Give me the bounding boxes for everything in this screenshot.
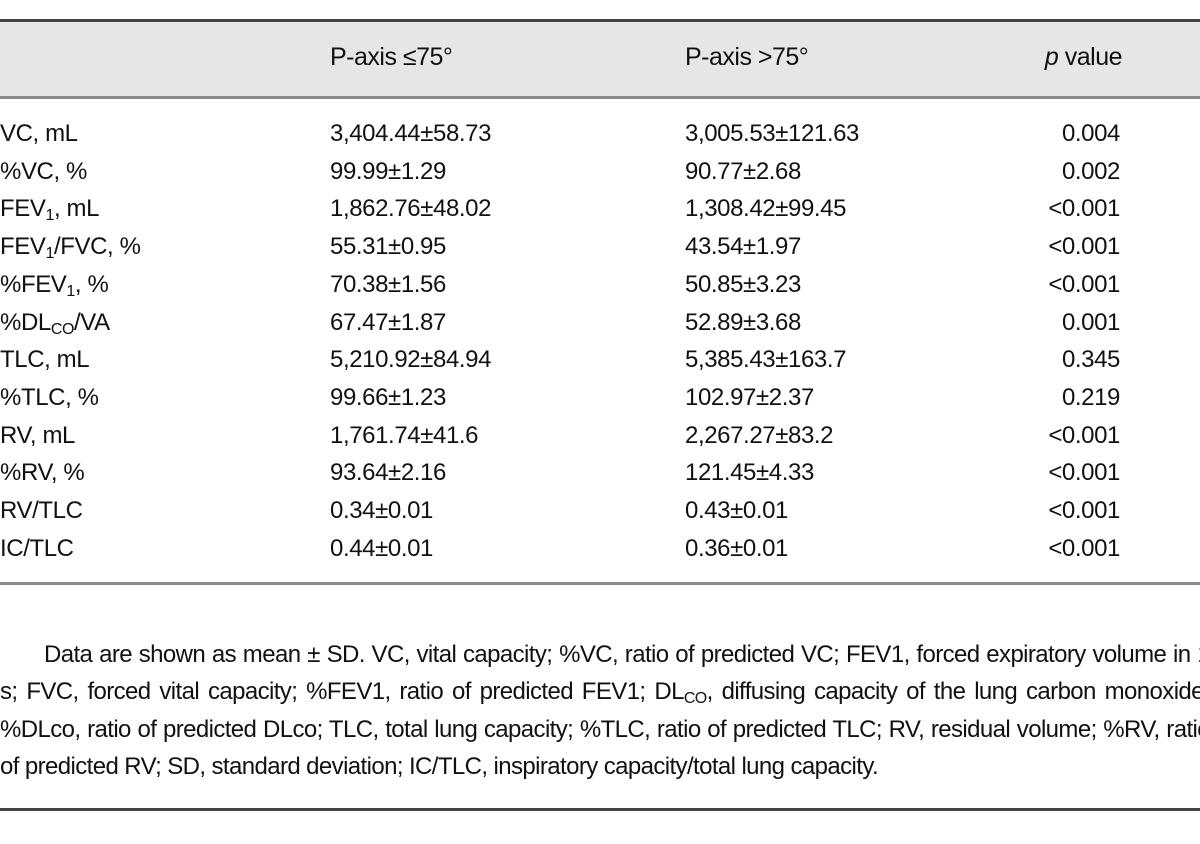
value-p-axis-gt75: 5,385.43±163.7 (685, 346, 847, 374)
p-value: 0.219 (1061, 383, 1120, 411)
row-label: FEV1/FVC, % (0, 233, 141, 263)
value-p-axis-gt75: 50.85±3.23 (685, 270, 801, 298)
row-label: FEV1, mL (0, 195, 100, 225)
p-value: <0.001 (1048, 534, 1120, 562)
row-label: TLC, mL (0, 346, 90, 374)
p-value: <0.001 (1048, 233, 1120, 261)
value-p-axis-gt75: 52.89±3.68 (685, 308, 801, 336)
row-label: %DLCO/VA (0, 308, 110, 338)
p-value: 0.001 (1061, 308, 1120, 336)
row-label: VC, mL (0, 120, 78, 148)
table-row: IC/TLC 0.44±0.01 0.36±0.01 <0.001 (0, 535, 1200, 572)
p-value: <0.001 (1048, 459, 1120, 487)
row-label: %FEV1, % (0, 270, 109, 300)
p-value: <0.001 (1048, 195, 1120, 223)
table-row: FEV1/FVC, % 55.31±0.95 43.54±1.97 <0.001 (0, 233, 1200, 270)
value-p-axis-le75: 93.64±2.16 (330, 459, 446, 487)
table-row: TLC, mL 5,210.92±84.94 5,385.43±163.7 0.345 (0, 346, 1200, 383)
value-p-axis-gt75: 2,267.27±83.2 (685, 421, 834, 449)
p-value: 0.002 (1061, 157, 1120, 185)
label-suffix: /FVC, % (53, 233, 141, 261)
label-subscript: 1 (45, 245, 54, 263)
row-label: %VC, % (0, 158, 87, 186)
table-row: RV/TLC 0.34±0.01 0.43±0.01 <0.001 (0, 497, 1200, 534)
label-main: FEV (0, 233, 46, 261)
value-p-axis-le75: 67.47±1.87 (330, 308, 446, 336)
value-p-axis-le75: 0.34±0.01 (330, 497, 433, 524)
p-value: <0.001 (1048, 497, 1120, 524)
value-p-axis-gt75: 0.43±0.01 (685, 497, 788, 524)
footnote-part1: Data are shown as mean ± SD. VC, vital c… (0, 641, 1200, 706)
value-p-axis-le75: 99.99±1.29 (330, 157, 446, 185)
label-suffix: , mL (53, 195, 100, 223)
table-row: %VC, % 99.99±1.29 90.77±2.68 0.002 (0, 158, 1200, 195)
label-suffix: , % (74, 270, 109, 298)
value-p-axis-le75: 1,761.74±41.6 (330, 421, 479, 449)
p-value: 0.004 (1061, 120, 1120, 147)
row-label: %TLC, % (0, 384, 99, 412)
label-subscript: 1 (45, 207, 54, 225)
label-main: %FEV (0, 270, 67, 298)
value-p-axis-gt75: 43.54±1.97 (685, 233, 801, 261)
row-label: IC/TLC (0, 535, 74, 563)
table-row: VC, mL 3,404.44±58.73 3,005.53±121.63 0.004 (0, 120, 1200, 157)
value-p-axis-le75: 1,862.76±48.02 (330, 195, 492, 223)
p-value: 0.345 (1061, 346, 1120, 374)
table-body-rule (0, 582, 1200, 585)
value-p-axis-le75: 5,210.92±84.94 (330, 346, 492, 374)
p-value: <0.001 (1048, 270, 1120, 298)
table-header (0, 22, 1200, 96)
label-main: %TLC, % (0, 383, 99, 411)
table-row: FEV1, mL 1,862.76±48.02 1,308.42±99.45 <0.0… (0, 195, 1200, 232)
table-top-rule (0, 19, 1200, 22)
header-p-value: p value (1044, 43, 1123, 72)
table-footnote: Data are shown as mean ± SD. VC, vital c… (0, 636, 1200, 785)
value-p-axis-le75: 70.38±1.56 (330, 270, 446, 298)
p-italic: p (1044, 43, 1059, 71)
label-main: FEV (0, 195, 46, 223)
p-value: <0.001 (1048, 421, 1120, 449)
header-p-axis-le75: P-axis ≤75° (330, 43, 453, 71)
value-p-axis-gt75: 102.97±2.37 (685, 383, 814, 411)
value-p-axis-gt75: 121.45±4.33 (685, 459, 814, 487)
label-main: %VC, % (0, 157, 87, 185)
value-p-axis-le75: 0.44±0.01 (330, 534, 433, 562)
label-suffix: /VA (74, 308, 110, 336)
table-row: %TLC, % 99.66±1.23 102.97±2.37 0.219 (0, 384, 1200, 421)
table-bottom-rule (0, 808, 1200, 811)
value-p-axis-gt75: 3,005.53±121.63 (685, 120, 860, 147)
header-value-label: value (1064, 43, 1123, 71)
footnote-sub: CO (683, 690, 707, 708)
label-subscript: CO (50, 320, 75, 338)
table-row: %RV, % 93.64±2.16 121.45±4.33 <0.001 (0, 459, 1200, 496)
row-label: %RV, % (0, 459, 85, 487)
table-row: %FEV1, % 70.38±1.56 50.85±3.23 <0.001 (0, 271, 1200, 308)
value-p-axis-gt75: 0.36±0.01 (685, 534, 788, 562)
label-main: %DL (0, 308, 51, 336)
header-p-axis-gt75: P-axis >75° (685, 43, 809, 71)
label-main: RV/TLC (0, 497, 83, 524)
value-p-axis-le75: 99.66±1.23 (330, 383, 446, 411)
value-p-axis-le75: 3,404.44±58.73 (330, 120, 492, 147)
row-label: RV/TLC (0, 497, 83, 525)
value-p-axis-le75: 55.31±0.95 (330, 233, 446, 261)
label-main: RV, mL (0, 421, 75, 449)
value-p-axis-gt75: 1,308.42±99.45 (685, 195, 847, 223)
table-row: RV, mL 1,761.74±41.6 2,267.27±83.2 <0.001 (0, 422, 1200, 459)
header-rule (0, 96, 1200, 99)
footnote-part2: , diffusing capacity of the lung carbon … (0, 678, 1200, 780)
label-main: %RV, % (0, 459, 85, 487)
table-row: %DLCO/VA 67.47±1.87 52.89±3.68 0.001 (0, 309, 1200, 346)
label-main: IC/TLC (0, 534, 74, 562)
label-main: VC, mL (0, 120, 78, 147)
row-label: RV, mL (0, 422, 75, 450)
value-p-axis-gt75: 90.77±2.68 (685, 157, 801, 185)
label-subscript: 1 (66, 282, 75, 300)
label-main: TLC, mL (0, 346, 90, 374)
